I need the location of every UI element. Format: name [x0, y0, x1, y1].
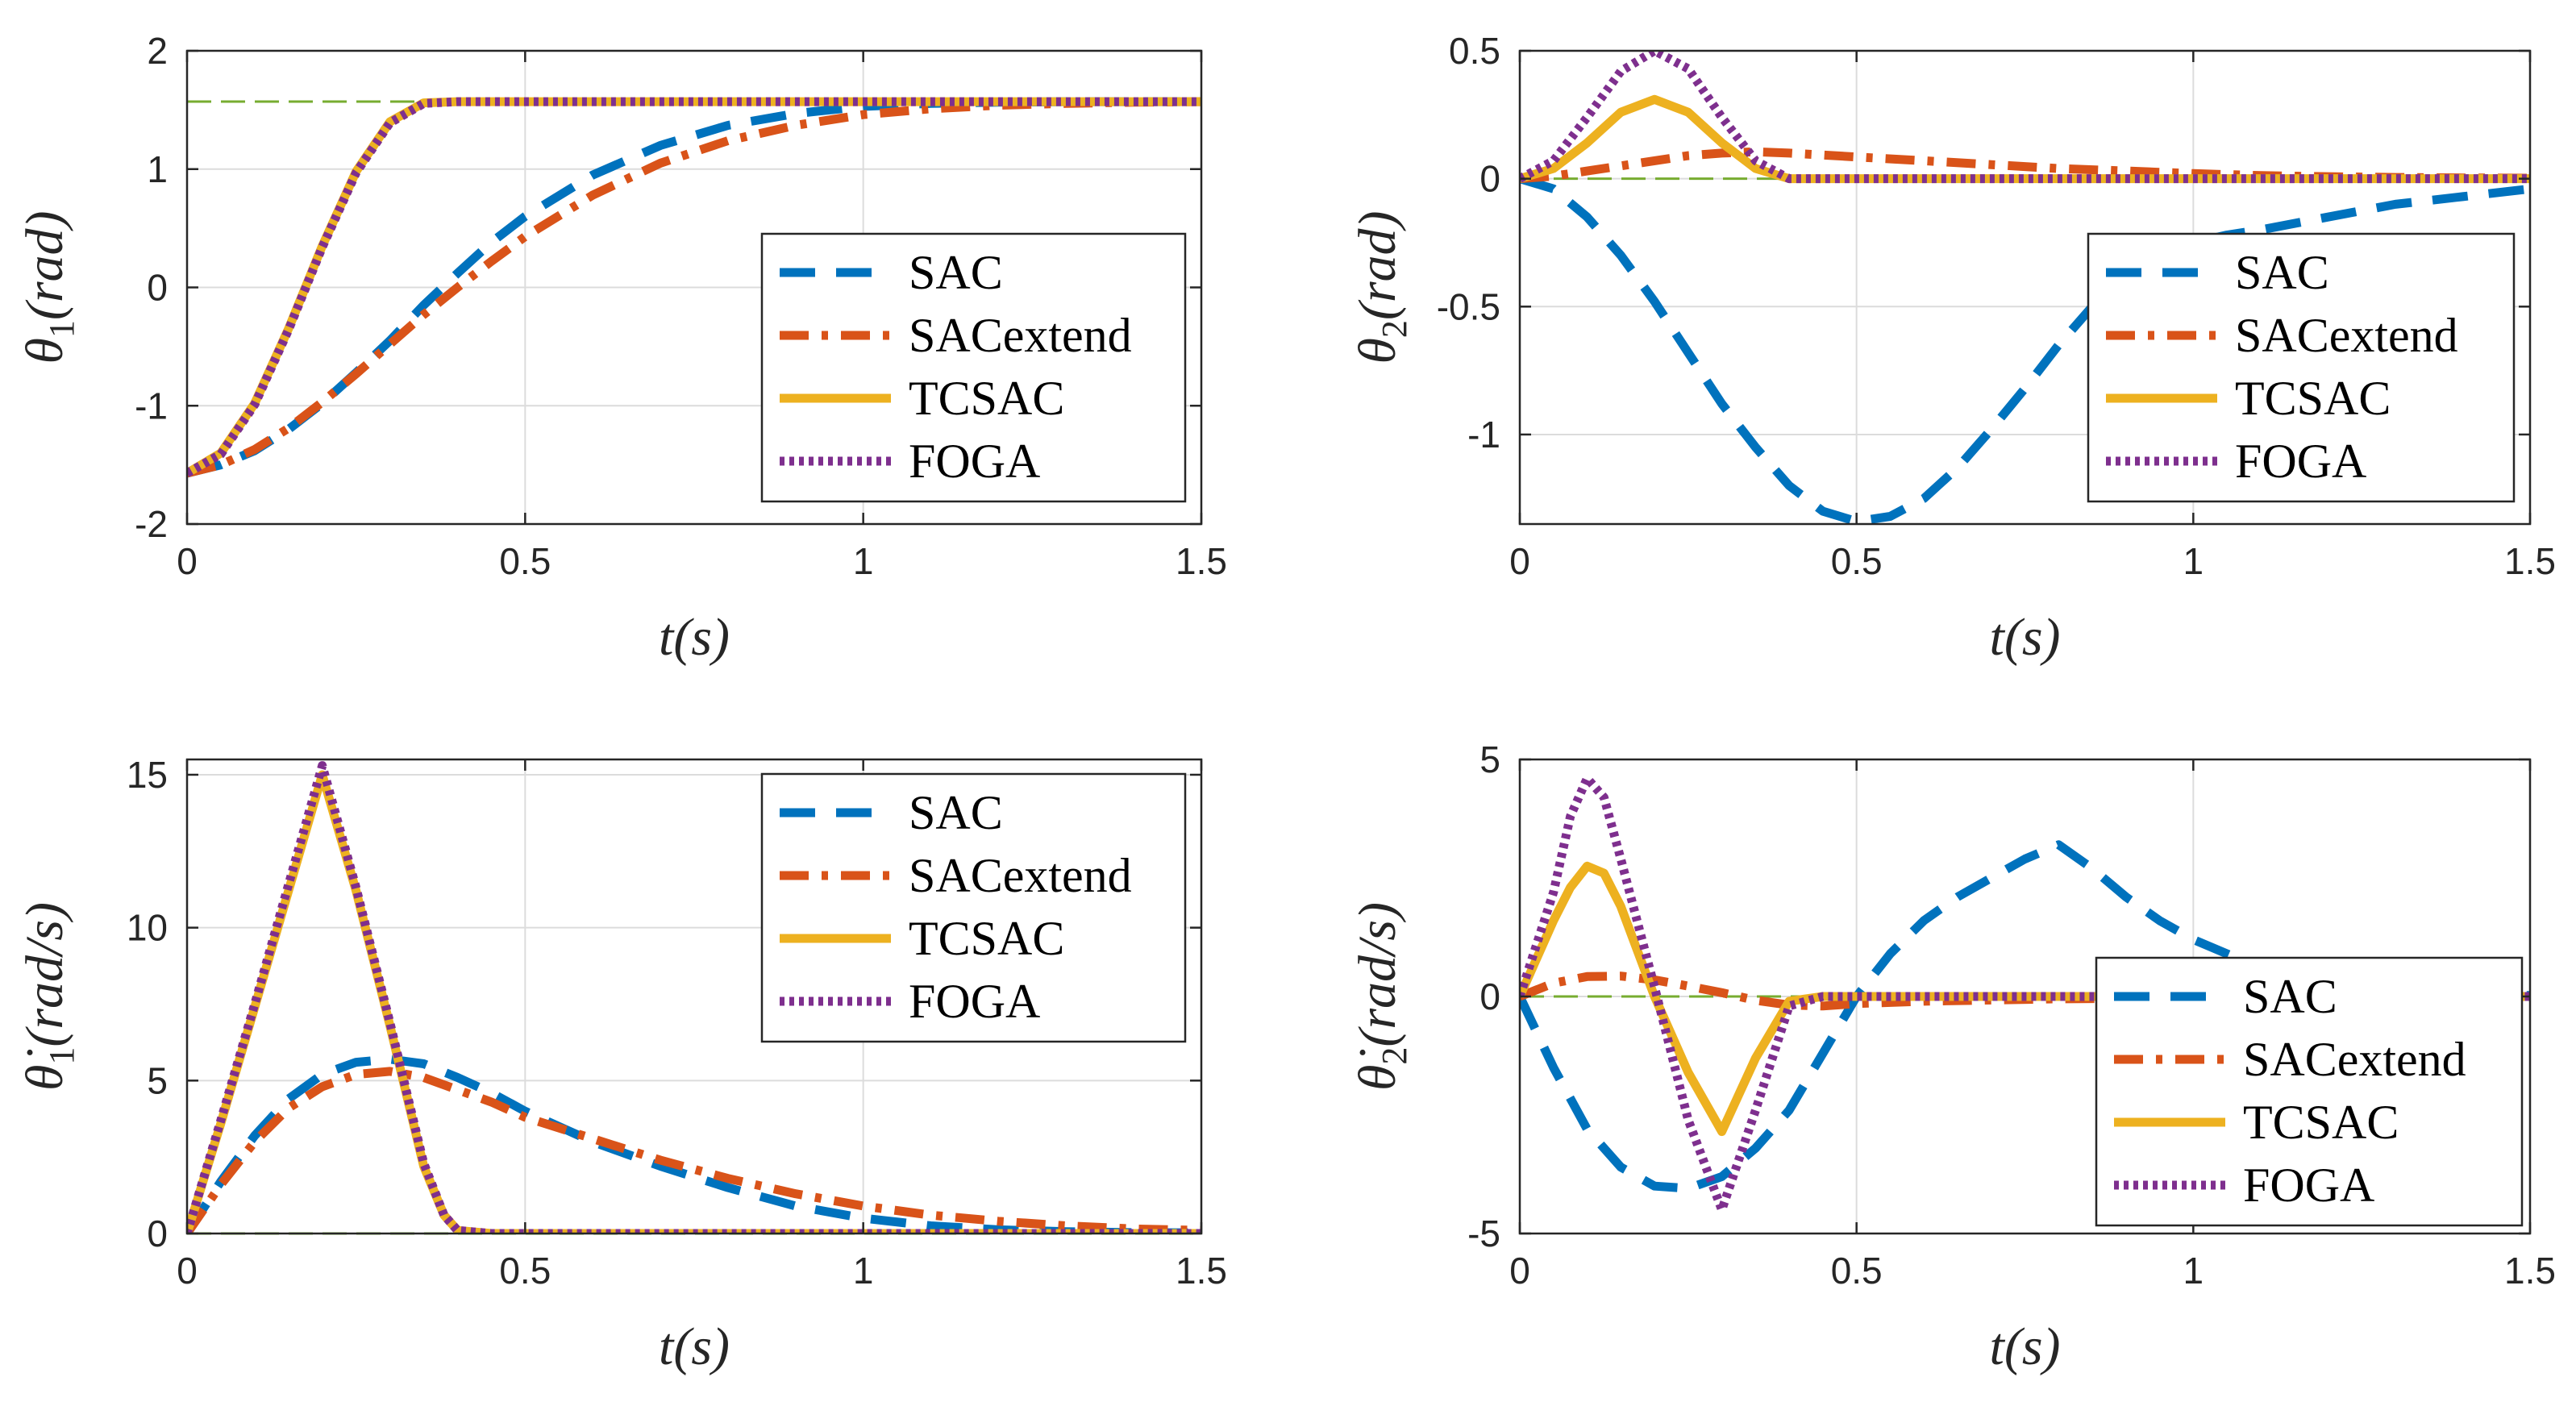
legend: SAC SACextend TCSAC FOGA [760, 772, 1187, 1043]
series-line-foga [187, 761, 1201, 1234]
legend: SAC SACextend TCSAC FOGA [760, 232, 1187, 503]
y-tick-label-2: 10 [127, 907, 168, 949]
legend-label-tcsac: TCSAC [2235, 372, 2391, 425]
y-tick-label-1: -0.5 [1437, 285, 1500, 327]
x-tick-label-1: 0.5 [1831, 540, 1883, 582]
y-axis-label: θ1(rad) [15, 210, 81, 364]
x-tick-label-2: 1 [853, 1250, 874, 1292]
x-axis-label: t(s) [659, 1317, 730, 1376]
y-axis-label-unit: (rad) [15, 210, 74, 320]
y-axis-label-subscript: 2 [1375, 1047, 1414, 1065]
y-tick-label-0: -5 [1467, 1213, 1500, 1254]
series-line-sac [187, 1055, 1201, 1234]
y-tick-label-3: 1 [147, 148, 168, 190]
legend-label-foga: FOGA [2235, 435, 2366, 488]
y-tick-label-2: 0 [147, 267, 168, 309]
legend-label-foga: FOGA [909, 975, 1040, 1028]
y-axis-label-subscript: 1 [42, 1047, 81, 1065]
series-group [1520, 51, 2530, 524]
x-tick-label-3: 1.5 [1176, 540, 1227, 582]
x-tick-label-2: 1 [2183, 540, 2204, 582]
y-tick-label-1: 5 [147, 1059, 168, 1101]
legend: SAC SACextend TCSAC FOGA [2095, 956, 2524, 1227]
y-tick-label-3: 15 [127, 754, 168, 796]
legend-label-tcsac: TCSAC [909, 912, 1064, 965]
y-tick-label-2: 0 [1479, 158, 1500, 200]
x-tick-label-0: 0 [1509, 540, 1530, 582]
x-tick-label-2: 1 [2183, 1250, 2204, 1292]
x-tick-label-1: 0.5 [499, 1250, 551, 1292]
y-axis-label-subscript: 1 [42, 320, 81, 338]
y-axis-label-subscript: 2 [1375, 320, 1414, 338]
x-tick-label-2: 1 [853, 540, 874, 582]
y-axis-label: θ̇2(rad/s) [1348, 902, 1414, 1091]
x-tick-label-3: 1.5 [2504, 1250, 2556, 1292]
x-tick-label-1: 0.5 [1831, 1250, 1883, 1292]
legend-label-sac: SAC [909, 786, 1003, 839]
y-tick-label-0: -1 [1467, 414, 1500, 456]
legend-label-foga: FOGA [909, 435, 1040, 488]
series-line-sacextend [187, 1067, 1201, 1234]
legend-label-tcsac: TCSAC [909, 372, 1064, 425]
y-tick-label-0: 0 [147, 1213, 168, 1254]
y-tick-label-1: 0 [1479, 976, 1500, 1017]
series-line-foga [187, 97, 1201, 477]
y-tick-label-2: 5 [1479, 738, 1500, 780]
y-axis-label: θ2(rad) [1348, 210, 1414, 364]
axes-box [1518, 49, 2532, 526]
x-tick-label-0: 0 [1509, 1250, 1530, 1292]
x-tick-label-0: 0 [177, 1250, 198, 1292]
x-axis-label: t(s) [1990, 1317, 2061, 1376]
chart-panel-theta1dot: 0 0.5 1 1.5051015t(s)θ̇1(rad/s)SACSACextend… [15, 754, 1227, 1376]
legend-label-sacextend: SACextend [909, 849, 1132, 902]
series-line-foga [1520, 774, 2530, 1215]
legend-label-foga: FOGA [2243, 1159, 2374, 1212]
x-axis-label: t(s) [659, 608, 730, 667]
legend-label-sacextend: SACextend [2235, 309, 2458, 362]
legend-label-sac: SAC [909, 246, 1003, 299]
x-tick-label-1: 0.5 [499, 540, 551, 582]
y-tick-label-3: 0.5 [1449, 30, 1500, 72]
legend: SAC SACextend TCSAC FOGA [2087, 232, 2516, 503]
x-tick-label-3: 1.5 [2504, 540, 2556, 582]
legend-label-sac: SAC [2243, 970, 2337, 1023]
legend-label-tcsac: TCSAC [2243, 1096, 2399, 1149]
series-line-foga [1520, 51, 2530, 184]
y-tick-label-4: 2 [147, 30, 168, 72]
chart-panel-theta2: 0 0.5 1 1.5 -1 -0.5 0 0.5 t(s) θ2(rad) SAC SACexten… [1348, 30, 2556, 667]
y-axis-label-unit: (rad) [1348, 210, 1407, 320]
series-line-tcsac [187, 770, 1201, 1234]
y-tick-label-1: -1 [135, 385, 168, 426]
x-tick-label-0: 0 [177, 540, 198, 582]
legend-label-sacextend: SACextend [2243, 1033, 2466, 1086]
y-axis-label-unit: (rad/s) [15, 902, 74, 1047]
legend-label-sac: SAC [2235, 246, 2329, 299]
y-axis-label-symbol: θ [15, 338, 74, 364]
axes-box [185, 758, 1203, 1235]
x-tick-label-3: 1.5 [1176, 1250, 1227, 1292]
y-tick-label-0: -2 [135, 503, 168, 545]
series-line-sacextend [187, 97, 1201, 478]
x-axis-label: t(s) [1990, 608, 2061, 667]
y-axis-label-unit: (rad/s) [1348, 902, 1407, 1047]
y-axis-label-symbol: θ [1348, 338, 1407, 364]
series-group [187, 761, 1201, 1234]
series-group [187, 97, 1201, 478]
legend-label-sacextend: SACextend [909, 309, 1132, 362]
series-line-sacextend [1520, 971, 2530, 1011]
